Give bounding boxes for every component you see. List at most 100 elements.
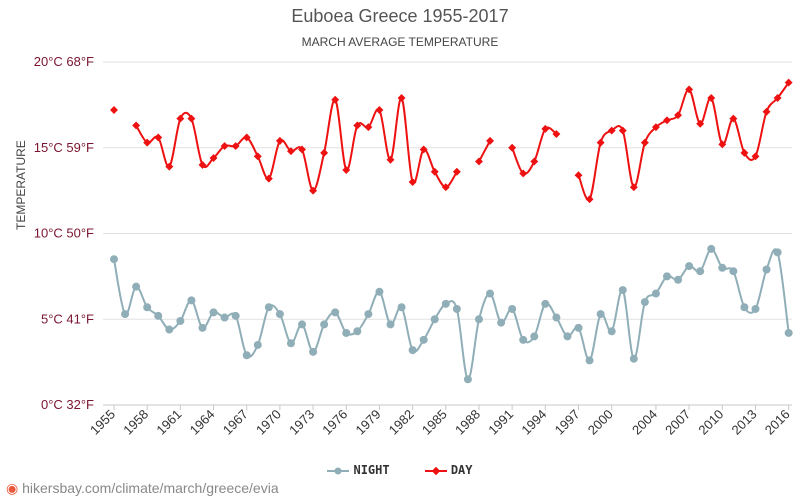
- data-point-day[interactable]: [187, 114, 196, 123]
- data-point-night[interactable]: [574, 323, 583, 332]
- data-point-day[interactable]: [762, 107, 771, 116]
- data-point-night[interactable]: [585, 356, 594, 365]
- legend-item-night[interactable]: NIGHT: [327, 463, 390, 477]
- data-point-night[interactable]: [541, 299, 550, 308]
- data-point-day[interactable]: [287, 147, 295, 156]
- data-point-night[interactable]: [596, 310, 605, 319]
- data-point-night[interactable]: [762, 265, 771, 274]
- data-point-day[interactable]: [552, 130, 561, 138]
- data-point-night[interactable]: [618, 286, 627, 295]
- data-point-day[interactable]: [143, 138, 152, 147]
- data-point-night[interactable]: [386, 320, 395, 329]
- data-point-day[interactable]: [242, 133, 251, 142]
- data-point-day[interactable]: [530, 157, 539, 166]
- data-point-night[interactable]: [685, 262, 694, 271]
- data-point-night[interactable]: [408, 346, 417, 355]
- data-point-day[interactable]: [253, 152, 262, 161]
- data-point-night[interactable]: [132, 282, 141, 291]
- data-point-night[interactable]: [651, 289, 660, 298]
- data-point-night[interactable]: [784, 328, 793, 337]
- data-point-day[interactable]: [264, 174, 273, 183]
- data-point-day[interactable]: [430, 167, 439, 176]
- data-point-night[interactable]: [519, 335, 528, 344]
- data-point-night[interactable]: [187, 296, 196, 305]
- data-point-day[interactable]: [154, 133, 163, 142]
- data-point-day[interactable]: [198, 160, 207, 169]
- data-point-night[interactable]: [353, 327, 362, 336]
- data-point-night[interactable]: [198, 323, 207, 332]
- data-point-day[interactable]: [397, 94, 406, 102]
- data-point-day[interactable]: [419, 145, 428, 154]
- data-point-night[interactable]: [253, 340, 262, 349]
- data-point-day[interactable]: [110, 106, 118, 114]
- data-point-night[interactable]: [110, 255, 118, 264]
- data-point-day[interactable]: [176, 114, 185, 123]
- data-point-night[interactable]: [463, 375, 472, 384]
- data-point-day[interactable]: [320, 148, 329, 157]
- data-point-night[interactable]: [298, 320, 307, 329]
- data-point-night[interactable]: [740, 303, 749, 312]
- data-point-night[interactable]: [342, 328, 351, 337]
- data-point-night[interactable]: [441, 299, 450, 308]
- data-point-day[interactable]: [596, 138, 605, 147]
- data-point-night[interactable]: [165, 325, 174, 334]
- data-point-day[interactable]: [342, 166, 351, 175]
- data-point-day[interactable]: [585, 195, 594, 204]
- data-point-night[interactable]: [552, 313, 561, 322]
- data-point-night[interactable]: [242, 351, 251, 360]
- data-point-night[interactable]: [176, 316, 185, 325]
- data-point-day[interactable]: [629, 183, 638, 192]
- data-point-day[interactable]: [441, 183, 450, 192]
- data-point-night[interactable]: [331, 308, 340, 317]
- data-point-day[interactable]: [475, 157, 483, 166]
- data-point-day[interactable]: [486, 136, 494, 145]
- data-point-day[interactable]: [718, 140, 727, 149]
- data-point-day[interactable]: [220, 142, 229, 150]
- data-point-night[interactable]: [563, 332, 572, 341]
- data-point-night[interactable]: [121, 310, 130, 319]
- data-point-day[interactable]: [231, 142, 240, 150]
- data-point-night[interactable]: [154, 311, 163, 320]
- data-point-day[interactable]: [508, 143, 517, 152]
- data-point-night[interactable]: [275, 310, 284, 319]
- data-point-day[interactable]: [740, 148, 749, 157]
- data-point-day[interactable]: [275, 136, 284, 145]
- data-point-day[interactable]: [165, 162, 174, 171]
- data-point-night[interactable]: [674, 275, 683, 284]
- data-point-day[interactable]: [663, 116, 671, 125]
- data-point-night[interactable]: [486, 289, 495, 298]
- data-point-night[interactable]: [607, 327, 616, 336]
- data-point-night[interactable]: [375, 287, 384, 296]
- data-point-night[interactable]: [497, 318, 506, 327]
- data-point-day[interactable]: [751, 152, 760, 161]
- watermark[interactable]: ◉ hikersbay.com/climate/march/greece/evi…: [6, 480, 279, 497]
- data-point-day[interactable]: [375, 106, 384, 114]
- data-point-night[interactable]: [286, 339, 295, 348]
- data-point-night[interactable]: [707, 244, 716, 253]
- data-point-day[interactable]: [574, 171, 583, 180]
- data-point-night[interactable]: [309, 347, 318, 356]
- data-point-day[interactable]: [640, 138, 649, 147]
- data-point-day[interactable]: [132, 121, 141, 130]
- legend-item-day[interactable]: DAY: [424, 463, 473, 477]
- data-point-day[interactable]: [298, 145, 306, 154]
- data-point-night[interactable]: [718, 263, 727, 272]
- data-point-night[interactable]: [629, 354, 638, 363]
- data-point-night[interactable]: [364, 310, 373, 319]
- data-point-night[interactable]: [640, 298, 649, 307]
- data-point-night[interactable]: [474, 315, 483, 324]
- data-point-day[interactable]: [519, 169, 528, 178]
- data-point-night[interactable]: [430, 315, 439, 324]
- data-point-night[interactable]: [231, 311, 240, 320]
- data-point-night[interactable]: [397, 303, 406, 312]
- data-point-night[interactable]: [729, 267, 738, 276]
- data-point-night[interactable]: [419, 335, 428, 344]
- data-point-day[interactable]: [309, 186, 318, 195]
- data-point-day[interactable]: [353, 121, 362, 130]
- data-point-night[interactable]: [696, 267, 705, 276]
- data-point-night[interactable]: [530, 332, 539, 341]
- data-point-day[interactable]: [408, 178, 417, 187]
- data-point-night[interactable]: [452, 304, 461, 313]
- data-point-night[interactable]: [220, 313, 229, 322]
- data-point-day[interactable]: [452, 167, 461, 176]
